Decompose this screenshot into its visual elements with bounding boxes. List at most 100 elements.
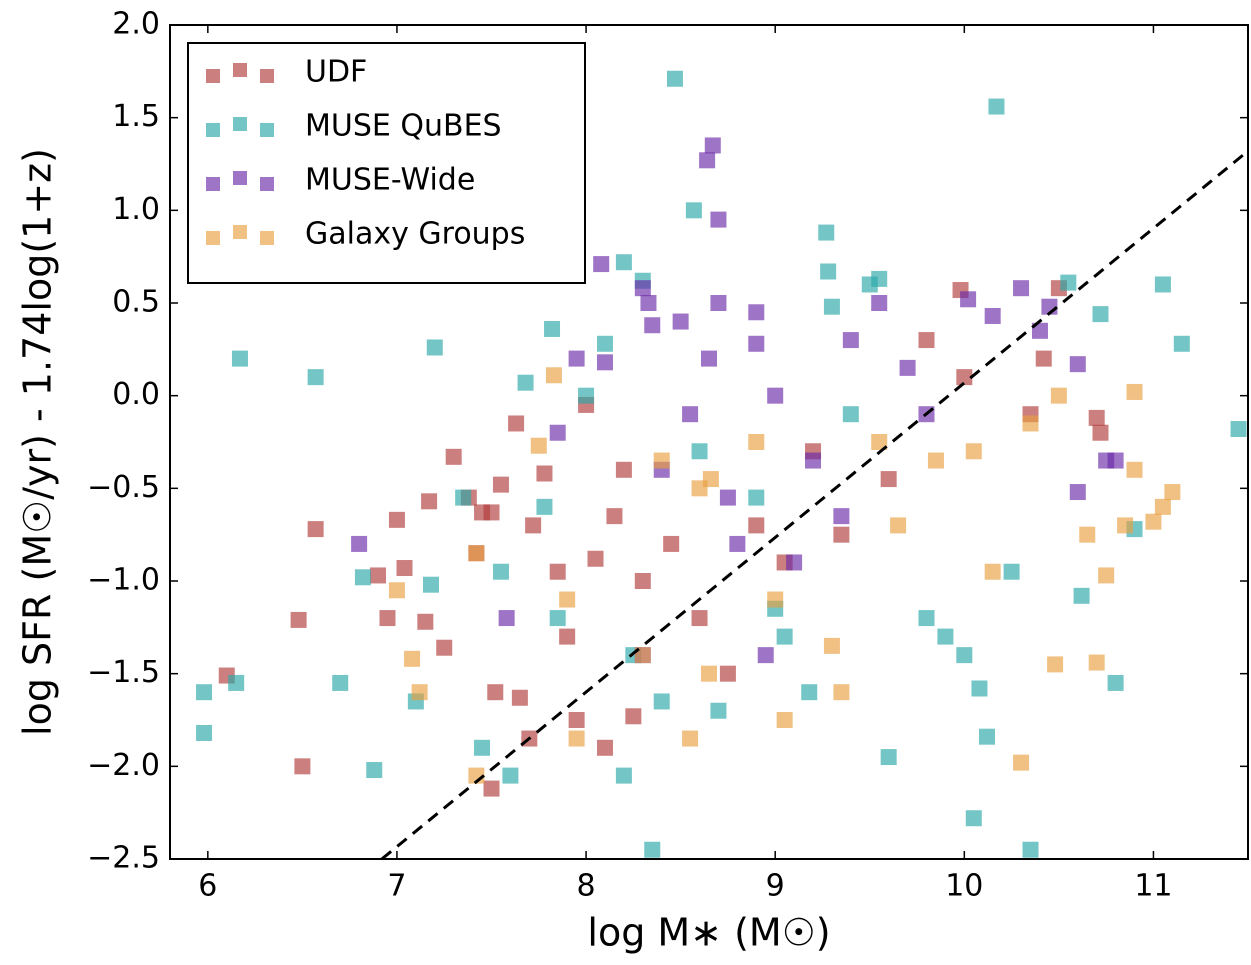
point <box>653 452 670 469</box>
legend-marker <box>233 63 247 77</box>
plot-area <box>196 70 1248 859</box>
point <box>719 665 736 682</box>
point <box>801 684 818 701</box>
point <box>1154 498 1171 515</box>
point <box>918 332 935 349</box>
point <box>984 563 1001 580</box>
point <box>823 637 840 654</box>
point <box>625 708 642 725</box>
point <box>411 684 428 701</box>
point <box>578 387 595 404</box>
legend-marker <box>260 231 274 245</box>
point <box>1164 484 1181 501</box>
y-tick-label: 0.5 <box>112 285 160 320</box>
point <box>332 674 349 691</box>
point <box>729 535 746 552</box>
point <box>1050 387 1067 404</box>
point <box>196 684 213 701</box>
y-tick-label: 1.0 <box>112 192 160 227</box>
point <box>984 307 1001 324</box>
x-tick-label: 7 <box>387 869 406 904</box>
x-axis-label: log M∗ (M☉) <box>587 911 830 955</box>
point <box>767 591 784 608</box>
point <box>307 521 324 538</box>
point <box>634 573 651 589</box>
point <box>559 628 576 645</box>
point <box>508 415 525 432</box>
point <box>918 610 935 627</box>
point <box>1003 563 1020 580</box>
fit-line <box>380 149 1248 859</box>
point <box>682 406 699 423</box>
point <box>483 504 500 521</box>
point <box>1069 356 1086 373</box>
y-tick-label: 2.0 <box>112 7 160 42</box>
point <box>672 313 689 330</box>
point <box>899 359 916 376</box>
legend-text: Galaxy Groups <box>305 217 525 252</box>
point <box>354 569 371 586</box>
point <box>545 367 562 384</box>
point <box>704 137 721 154</box>
point <box>871 270 888 287</box>
point <box>634 280 651 297</box>
point <box>701 665 717 682</box>
point <box>640 295 657 311</box>
plot-frame <box>169 24 1249 860</box>
legend-marker <box>206 231 220 245</box>
point <box>549 610 566 627</box>
point <box>833 684 850 701</box>
point <box>691 610 708 627</box>
point <box>748 304 765 321</box>
point <box>468 545 485 562</box>
point <box>1145 513 1162 530</box>
point <box>596 335 613 352</box>
point <box>615 254 632 271</box>
point <box>1173 335 1190 352</box>
legend-box <box>187 42 586 284</box>
point <box>498 610 515 627</box>
legend-marker <box>233 117 247 131</box>
point <box>748 517 765 534</box>
point <box>644 841 661 858</box>
legend-marker <box>206 69 220 83</box>
point <box>1107 452 1124 469</box>
point <box>880 749 897 766</box>
legend-marker <box>206 123 220 137</box>
point <box>196 724 213 741</box>
point <box>483 780 500 797</box>
point <box>701 350 717 367</box>
y-tick-label: −0.5 <box>87 470 160 505</box>
point <box>1107 674 1124 691</box>
legend-text: MUSE-Wide <box>305 163 475 198</box>
point <box>776 628 793 645</box>
point <box>379 610 396 627</box>
point <box>606 508 623 525</box>
point <box>956 647 973 664</box>
y-tick-label: −1.0 <box>87 563 160 598</box>
y-tick-label: −2.5 <box>87 841 160 876</box>
point <box>1073 587 1090 604</box>
point <box>559 591 576 608</box>
point <box>699 152 716 169</box>
point <box>1230 421 1247 438</box>
point <box>937 628 954 645</box>
point <box>833 508 850 525</box>
point <box>871 295 888 311</box>
point <box>757 647 774 664</box>
point <box>748 434 765 450</box>
point <box>1088 654 1105 671</box>
point <box>748 489 765 506</box>
point <box>544 320 561 337</box>
point <box>663 535 680 552</box>
point <box>1154 276 1171 293</box>
point <box>421 493 438 510</box>
point <box>710 295 727 311</box>
y-tick-label: −1.5 <box>87 655 160 690</box>
point <box>492 476 509 493</box>
point <box>691 443 708 460</box>
point <box>682 730 699 747</box>
point <box>960 291 977 308</box>
point <box>587 550 604 567</box>
point <box>988 98 1005 115</box>
